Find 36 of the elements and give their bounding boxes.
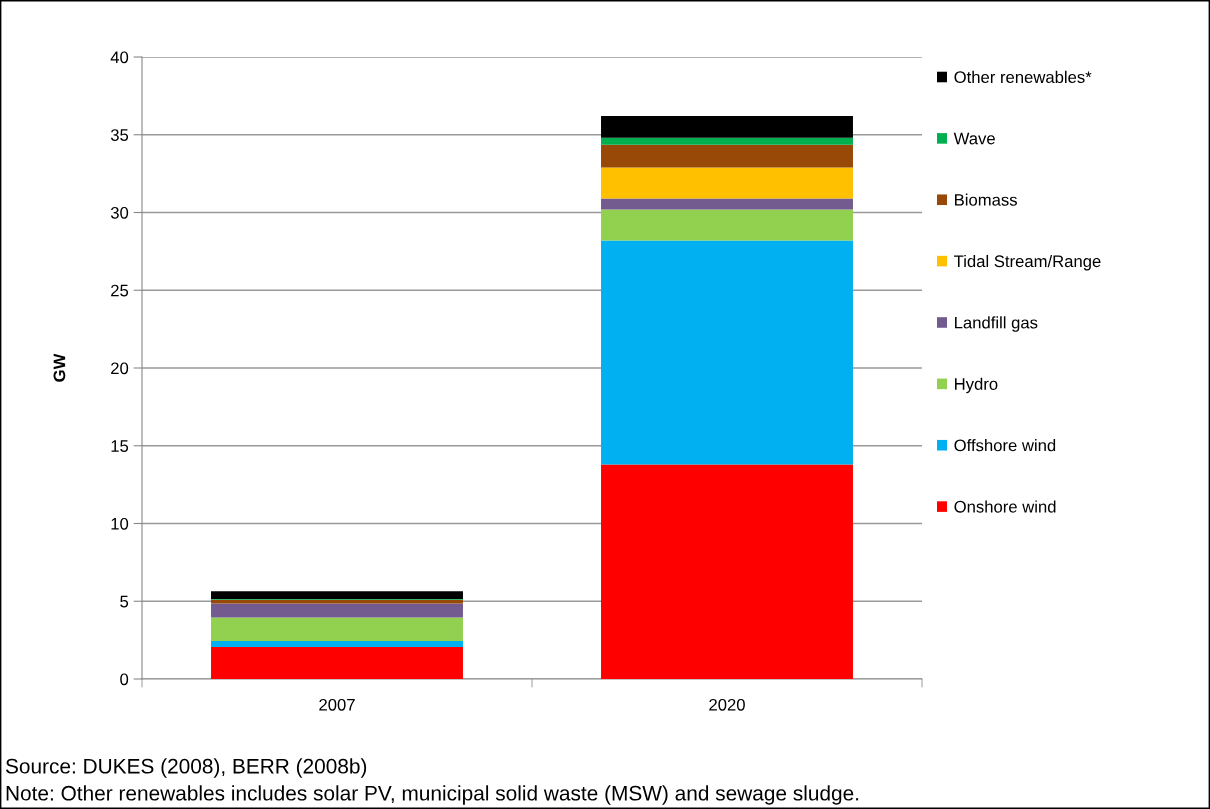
bar (601, 167, 853, 199)
bar (211, 647, 463, 679)
legend-label: Other renewables* (954, 70, 1092, 84)
bar (601, 464, 853, 679)
bar (601, 209, 853, 241)
y-tick-label: 5 (120, 595, 129, 608)
bar (211, 617, 463, 641)
y-tick-label: 0 (120, 673, 129, 686)
bar (601, 240, 853, 465)
legend-label: Offshore wind (954, 439, 1056, 452)
x-tick-label: 2020 (709, 698, 745, 711)
legend-label: Biomass (955, 193, 1017, 206)
y-axis-title: GW (53, 353, 66, 382)
text: Note: Other renewables includes solar PV, municipal solid waste (MSW) and sewage sludge. (6, 785, 859, 805)
bar (211, 599, 463, 604)
legend-label: Landfill gas (955, 316, 1038, 332)
bar (211, 591, 463, 599)
y-tick-label: 25 (111, 284, 129, 297)
bar (211, 603, 463, 618)
legend-label: Tidal Stream/Range (954, 254, 1101, 271)
x-tick-label: 2007 (319, 698, 355, 711)
bar (601, 198, 853, 210)
y-tick-label: 35 (110, 129, 129, 141)
y-tick-label: 40 (110, 51, 129, 64)
legend-label: Hydro (955, 377, 998, 394)
bar (601, 144, 853, 168)
legend-label: Onshore wind (954, 500, 1056, 513)
bar (601, 116, 853, 138)
bar (211, 640, 463, 648)
y-tick-label: 15 (111, 440, 129, 452)
y-tick-label: 20 (111, 362, 129, 375)
source-note: Source: DUKES (2008), BERR (2008b) (5, 758, 367, 778)
y-tick-label: 10 (111, 517, 129, 530)
y-tick-label: 30 (110, 206, 129, 219)
bar (601, 137, 853, 145)
legend-label: Wave (953, 132, 995, 145)
